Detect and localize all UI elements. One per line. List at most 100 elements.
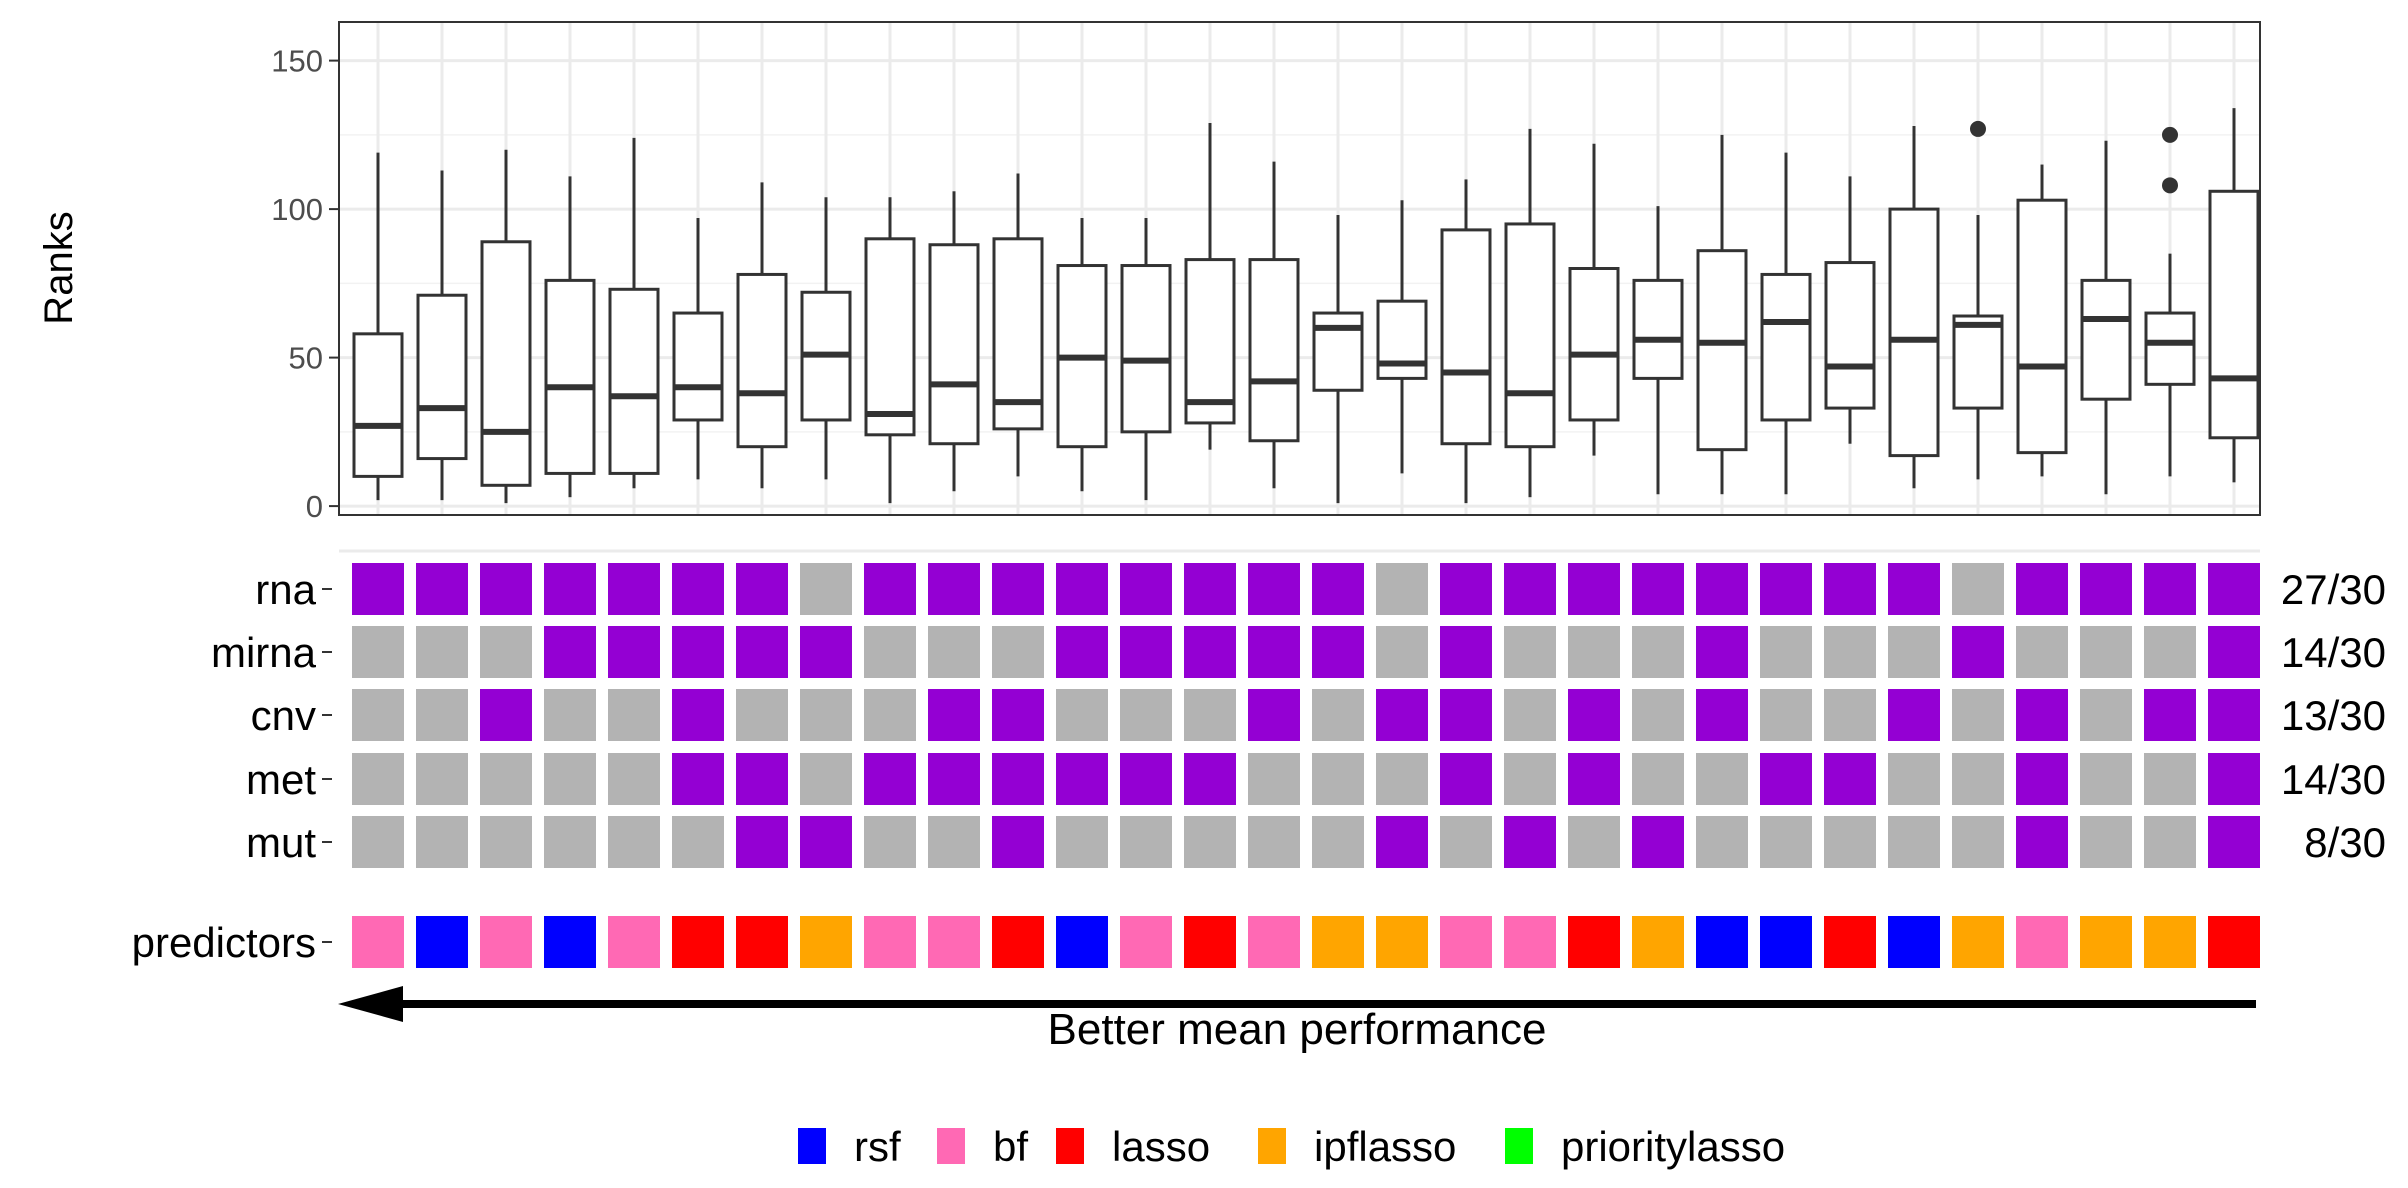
heatmap-cell — [672, 689, 724, 741]
box-body — [480, 240, 532, 487]
heatmap-cell — [2208, 816, 2260, 868]
box — [1056, 218, 1108, 492]
heatmap-cell — [800, 689, 852, 741]
box — [1632, 206, 1684, 495]
legend-swatch — [937, 1128, 965, 1164]
heatmap-cell — [928, 689, 980, 741]
heatmap-row-count: 27/30 — [2281, 566, 2386, 613]
heatmap-cell — [736, 816, 788, 868]
heatmap-cell — [480, 816, 532, 868]
heatmap-cell — [1952, 689, 2004, 741]
heatmap-cell — [1824, 626, 1876, 678]
heatmap-cell — [800, 626, 852, 678]
heatmap-cell — [608, 563, 660, 615]
predictor-cell — [1632, 916, 1684, 968]
legend-entry: bf — [937, 1123, 1028, 1170]
heatmap-cell — [1504, 816, 1556, 868]
heatmap-cell — [2208, 753, 2260, 805]
heatmap-cell — [1824, 816, 1876, 868]
heatmap-cell — [1440, 689, 1492, 741]
box — [1504, 128, 1556, 498]
box-body — [1248, 258, 1300, 443]
box — [1760, 152, 1812, 495]
predictor-cell — [1120, 916, 1172, 968]
heatmap-cell — [1312, 626, 1364, 678]
heatmap-cell — [1888, 626, 1940, 678]
box — [1888, 125, 1940, 489]
boxplot-panel: 0 50 100 150 Ranks — [37, 21, 2261, 524]
heatmap-cell — [1184, 626, 1236, 678]
heatmap-cell — [544, 563, 596, 615]
box — [416, 170, 468, 501]
heatmap-cell — [992, 753, 1044, 805]
predictor-cell — [2208, 916, 2260, 968]
heatmap-cell — [1440, 563, 1492, 615]
heatmap-cell — [1888, 689, 1940, 741]
heatmap-cell — [2208, 689, 2260, 741]
heatmap-cell — [416, 689, 468, 741]
heatmap-row-count: 8/30 — [2304, 819, 2386, 866]
y-tick-label: 0 — [306, 489, 323, 524]
box — [2208, 108, 2260, 483]
box-body — [1632, 278, 1684, 380]
heatmap-cell — [416, 626, 468, 678]
heatmap-cell — [992, 626, 1044, 678]
predictor-cell — [1312, 916, 1364, 968]
heatmap-cell — [1696, 563, 1748, 615]
heatmap-cell — [1248, 626, 1300, 678]
predictors-label: predictors — [132, 919, 316, 966]
heatmap-cell — [672, 563, 724, 615]
heatmap-cell — [992, 563, 1044, 615]
box-body — [2016, 198, 2068, 455]
heatmap-cell — [2080, 816, 2132, 868]
heatmap-cell — [2144, 689, 2196, 741]
heatmap-cell — [1376, 753, 1428, 805]
heatmap-cell — [1376, 689, 1428, 741]
heatmap-cell — [2144, 816, 2196, 868]
box — [544, 176, 596, 498]
box-body — [1440, 228, 1492, 446]
heatmap-cell — [1120, 626, 1172, 678]
predictor-panel: Better mean performance predictors — [132, 916, 2260, 1054]
legend-label: lasso — [1112, 1123, 1210, 1170]
heatmap-cell — [2016, 563, 2068, 615]
heatmap-cell — [1056, 689, 1108, 741]
heatmap-row-label: met — [246, 756, 316, 803]
heatmap-cell — [608, 689, 660, 741]
heatmap-cell — [1952, 626, 2004, 678]
box-body — [1696, 249, 1748, 452]
heatmap-cell — [1568, 563, 1620, 615]
heatmap-cell — [544, 626, 596, 678]
heatmap-cell — [1184, 816, 1236, 868]
heatmap-cell — [1696, 753, 1748, 805]
heatmap-cell — [1248, 753, 1300, 805]
heatmap-cell — [2144, 753, 2196, 805]
heatmap-row-label: mirna — [211, 629, 317, 676]
heatmap-cell — [1248, 563, 1300, 615]
heatmap-cell — [1504, 563, 1556, 615]
box — [352, 152, 404, 501]
heatmap-cell — [1312, 753, 1364, 805]
box-body — [1184, 258, 1236, 425]
box — [1120, 218, 1172, 501]
box-body — [416, 293, 468, 461]
predictor-cell — [1760, 916, 1812, 968]
heatmap-cell — [1888, 753, 1940, 805]
heatmap-cell — [1184, 753, 1236, 805]
heatmap-cell — [864, 816, 916, 868]
heatmap-cell — [352, 563, 404, 615]
box-body — [1504, 222, 1556, 449]
box-body — [1312, 311, 1364, 392]
box — [2144, 126, 2196, 477]
legend-entry: lasso — [1056, 1123, 1210, 1170]
heatmap-cell — [608, 816, 660, 868]
box-body — [2208, 189, 2260, 440]
box — [1568, 143, 1620, 456]
heatmap-cell — [2016, 816, 2068, 868]
heatmap-cell — [864, 563, 916, 615]
box — [1248, 161, 1300, 489]
legend: rsf bf lasso ipflasso prioritylasso — [798, 1123, 1785, 1170]
heatmap-cell — [864, 753, 916, 805]
predictor-cell — [2080, 916, 2132, 968]
